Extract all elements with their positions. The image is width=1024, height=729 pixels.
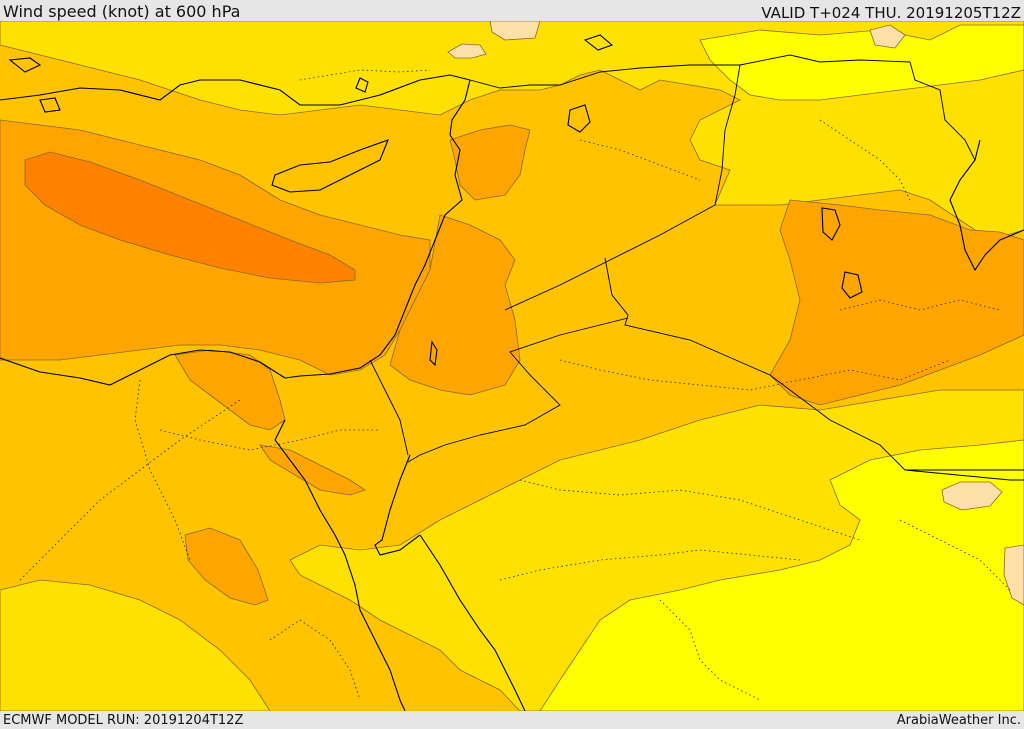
band-bright-yellow-se: [539, 439, 1024, 711]
country-borders: [369, 54, 1024, 481]
band-orange-sinai: [174, 349, 286, 431]
band-orange-gulf-suez: [259, 444, 366, 496]
band-orange-jordan: [389, 214, 521, 396]
band-orange-egypt-west: [184, 527, 269, 606]
footer-bar: [0, 711, 1024, 729]
band-pale-northeast: [869, 24, 906, 49]
band-dark-orange-core: [24, 151, 356, 284]
band-orange-east: [769, 199, 1024, 406]
brand-label: ArabiaWeather Inc.: [896, 713, 1021, 728]
band-yellow-southwest: [0, 579, 271, 711]
map-title: Wind speed (knot) at 600 hPa: [3, 2, 241, 21]
valid-time: VALID T+024 THU. 20191205T12Z: [761, 4, 1021, 22]
band-orange-levant: [449, 124, 531, 201]
wind-speed-map: [0, 21, 1024, 711]
band-pale-edge: [1003, 544, 1024, 606]
header-bar: [0, 0, 1024, 21]
model-run-label: ECMWF MODEL RUN: 20191204T12Z: [3, 713, 244, 728]
coastlines: [0, 34, 1024, 711]
band-pale-north: [447, 43, 487, 59]
band-pale-top: [489, 21, 541, 41]
admin-borders: [19, 69, 1011, 701]
band-pale-east: [941, 481, 1003, 511]
